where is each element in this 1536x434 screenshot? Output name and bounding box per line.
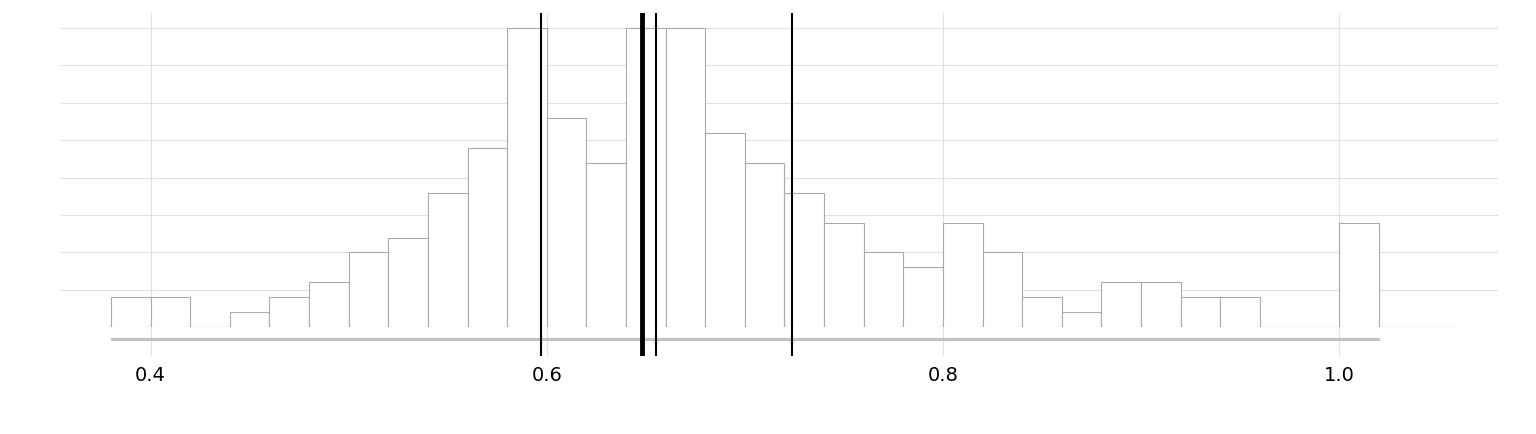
Bar bbox=[705, 133, 745, 327]
Bar bbox=[1101, 283, 1141, 327]
Bar bbox=[1339, 223, 1379, 327]
Bar bbox=[1061, 312, 1101, 327]
Bar bbox=[151, 297, 190, 327]
Bar bbox=[1220, 297, 1260, 327]
Bar bbox=[627, 28, 665, 327]
Bar bbox=[1021, 297, 1061, 327]
Bar bbox=[665, 28, 705, 327]
Bar bbox=[863, 253, 903, 327]
FancyBboxPatch shape bbox=[111, 338, 1379, 339]
Bar bbox=[309, 283, 349, 327]
Bar bbox=[269, 297, 309, 327]
Bar bbox=[1141, 283, 1181, 327]
Bar bbox=[983, 253, 1021, 327]
Bar bbox=[785, 193, 825, 327]
Bar bbox=[547, 118, 587, 327]
Bar bbox=[943, 223, 983, 327]
Bar bbox=[349, 253, 389, 327]
Bar bbox=[587, 163, 627, 327]
Bar bbox=[1181, 297, 1220, 327]
Bar bbox=[230, 312, 269, 327]
Bar bbox=[111, 297, 151, 327]
Bar bbox=[507, 28, 547, 327]
Bar bbox=[903, 267, 943, 327]
Bar bbox=[389, 237, 429, 327]
Bar bbox=[429, 193, 467, 327]
Bar bbox=[467, 148, 507, 327]
Bar bbox=[825, 223, 863, 327]
Bar bbox=[745, 163, 785, 327]
